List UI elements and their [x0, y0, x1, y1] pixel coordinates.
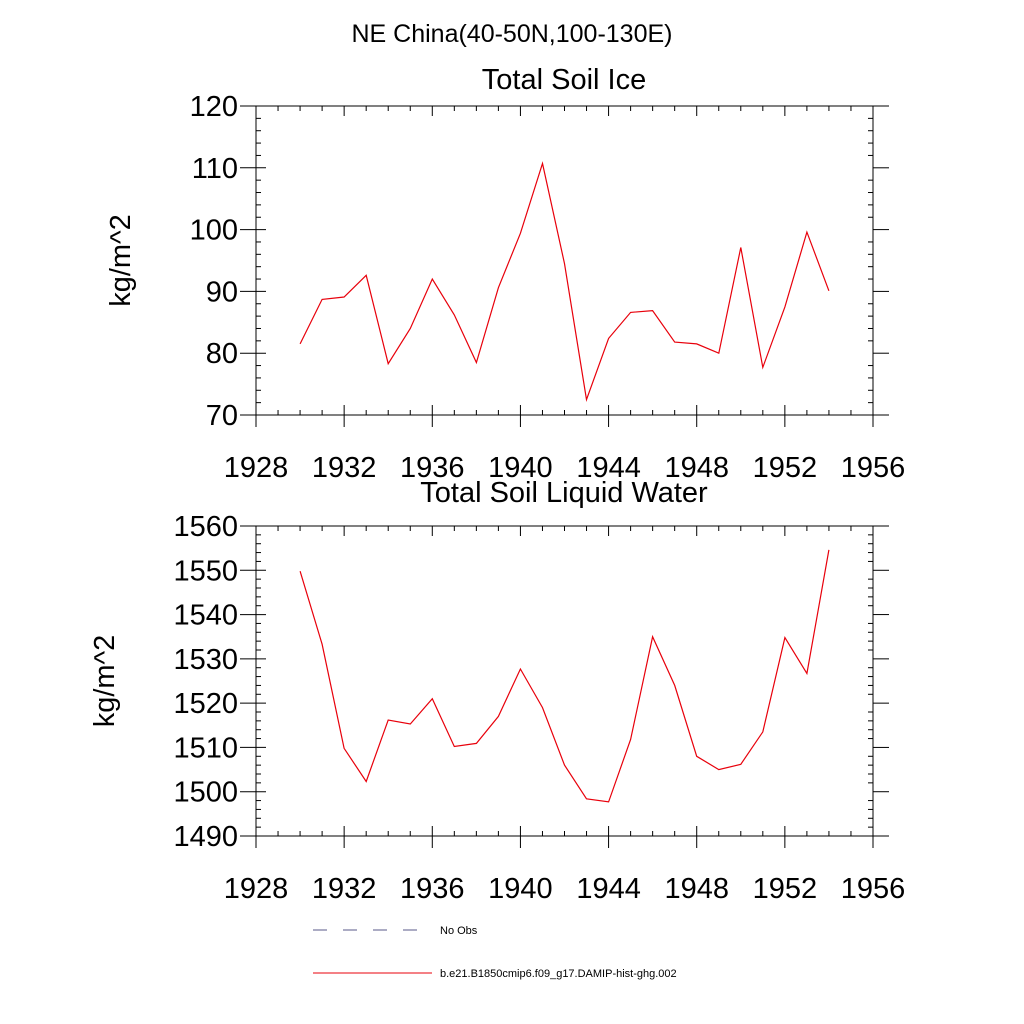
y-tick-label: 1520 — [173, 688, 238, 720]
figure-suptitle: NE China(40-50N,100-130E) — [351, 20, 672, 48]
x-tick-label: 1952 — [753, 873, 818, 905]
legend: No Obs b.e21.B1850cmip6.f09_g17.DAMIP-hi… — [313, 925, 677, 980]
y-tick-label: 90 — [206, 276, 238, 308]
y-tick-label: 1550 — [173, 555, 238, 587]
x-tick-label: 1956 — [841, 873, 906, 905]
chart-title: Total Soil Liquid Water — [420, 477, 708, 509]
x-tick-label: 1932 — [312, 873, 377, 905]
chart-title: Total Soil Ice — [482, 64, 646, 96]
y-axis-label: kg/m^2 — [105, 214, 137, 307]
x-tick-label: 1928 — [224, 452, 289, 484]
series-line — [299, 161, 830, 402]
x-tick-label: 1936 — [400, 452, 465, 484]
y-tick-label: 1560 — [173, 511, 238, 543]
x-tick-label: 1952 — [753, 452, 818, 484]
x-tick-label: 1948 — [664, 452, 729, 484]
y-tick-label: 1500 — [173, 777, 238, 809]
x-tick-label: 1940 — [488, 452, 553, 484]
y-tick-label: 1490 — [173, 821, 238, 853]
x-tick-label: 1944 — [576, 873, 641, 905]
x-tick-label: 1932 — [312, 452, 377, 484]
chart-soil-ice: Total Soil Ice 1928 1932 1936 1940 1944 1948 1… — [105, 64, 905, 484]
chart-soil-liquid-water: Total Soil Liquid Water 1928 1932 1936 1940… — [89, 477, 905, 905]
x-tick-label: 1940 — [488, 873, 553, 905]
y-tick-label: 1510 — [173, 732, 238, 764]
plot-frame — [255, 105, 874, 416]
y-tick-label: 100 — [190, 215, 238, 247]
y-axis-label: kg/m^2 — [89, 635, 121, 728]
x-tick-label: 1936 — [400, 873, 465, 905]
plot-frame — [255, 525, 874, 837]
y-tick-label: 120 — [190, 91, 238, 123]
series-line — [299, 549, 830, 803]
y-tick-label: 70 — [206, 400, 238, 432]
x-tick-label: 1928 — [224, 873, 289, 905]
x-tick-label: 1944 — [576, 452, 641, 484]
x-tick-label: 1948 — [664, 873, 729, 905]
legend-label-no-obs: No Obs — [440, 925, 478, 937]
y-tick-label: 110 — [192, 153, 238, 185]
x-tick-label: 1956 — [841, 452, 906, 484]
y-tick-label: 1540 — [173, 600, 238, 632]
legend-label-model: b.e21.B1850cmip6.f09_g17.DAMIP-hist-ghg.… — [440, 968, 677, 980]
y-tick-label: 80 — [206, 338, 238, 370]
y-tick-label: 1530 — [173, 644, 238, 676]
